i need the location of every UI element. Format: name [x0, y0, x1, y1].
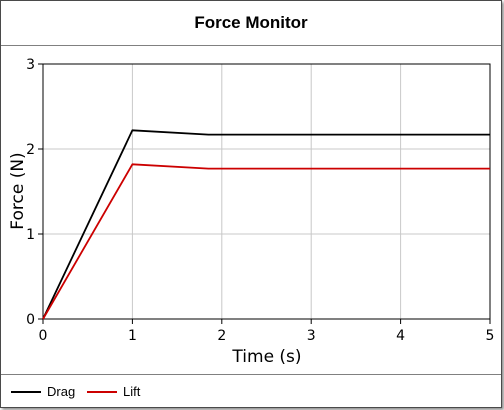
x-axis-label: Time (s): [231, 347, 301, 367]
legend-item-drag: Drag: [11, 384, 75, 399]
x-tick-label-5: 5: [486, 328, 495, 344]
y-tick-label-2: 2: [26, 142, 35, 158]
y-axis-label: Force (N): [8, 152, 28, 229]
grid-lines: [43, 64, 490, 319]
y-tick-label-3: 3: [26, 57, 35, 73]
plot-frame: [42, 63, 491, 320]
chart-title: Force Monitor: [194, 13, 308, 32]
legend-label-lift: Lift: [123, 384, 141, 399]
legend-swatch-drag: [11, 390, 41, 393]
plot-area: 0 1 2 3 4 5 0 1 2 3 Time (s) Force (N): [1, 46, 501, 371]
legend-swatch-lift: [87, 390, 117, 393]
x-tick-label-3: 3: [307, 328, 316, 344]
legend-item-lift: Lift: [87, 384, 140, 399]
y-tick-label-1: 1: [26, 227, 35, 243]
x-tick-label-4: 4: [396, 328, 405, 344]
series-line-lift: [42, 163, 490, 320]
title-bar: Force Monitor: [1, 1, 501, 46]
tick-labels: 0 1 2 3 4 5 0 1 2 3: [26, 57, 494, 344]
force-chart: 0 1 2 3 4 5 0 1 2 3 Time (s) Force (N): [8, 57, 494, 367]
legend: Drag Lift: [1, 374, 501, 408]
x-tick-label-2: 2: [217, 328, 226, 344]
x-tick-label-0: 0: [39, 328, 48, 344]
legend-label-drag: Drag: [47, 384, 76, 399]
series-line-drag: [42, 129, 490, 320]
x-tick-label-1: 1: [128, 328, 137, 344]
axes: [38, 63, 491, 324]
series-lines: [42, 129, 490, 320]
y-tick-label-0: 0: [26, 312, 35, 328]
